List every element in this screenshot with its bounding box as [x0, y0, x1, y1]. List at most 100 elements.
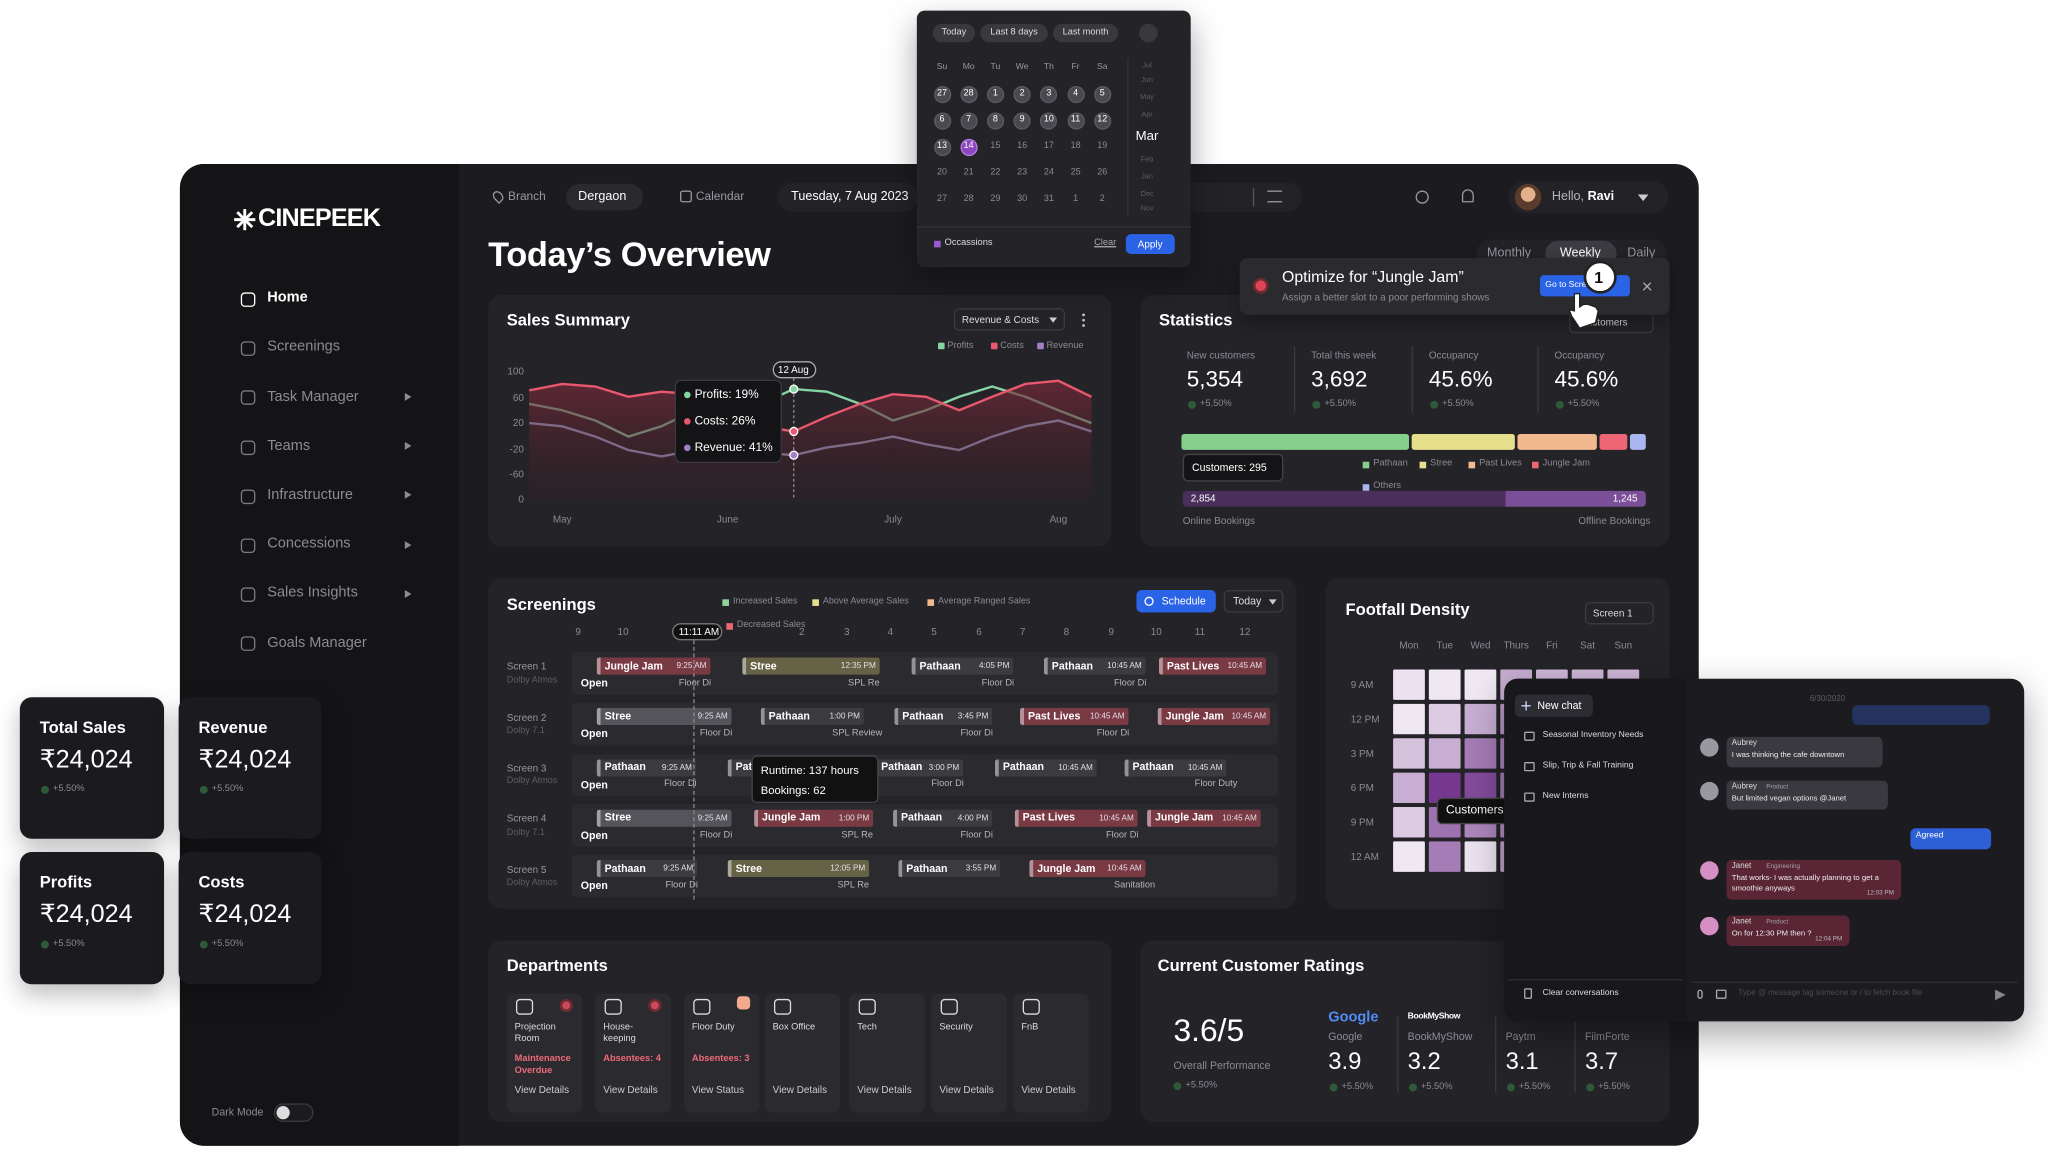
preset-label[interactable]: Last month [1062, 27, 1109, 37]
preset-pill[interactable] [932, 23, 976, 43]
day-bubble[interactable] [1040, 111, 1058, 129]
day[interactable]: 18 [1070, 141, 1081, 151]
show-block[interactable] [1157, 708, 1271, 726]
nav-item[interactable]: Teams [267, 437, 311, 454]
day[interactable]: 25 [1070, 167, 1081, 177]
show-block[interactable] [1043, 657, 1146, 675]
day[interactable]: 2 [1019, 88, 1025, 98]
show-block[interactable] [1020, 708, 1129, 726]
day[interactable]: 2 [1099, 194, 1105, 204]
day[interactable]: 4 [1073, 88, 1079, 98]
nav-item[interactable]: Sales Insights [267, 585, 358, 602]
month[interactable]: Dec [1140, 189, 1154, 198]
bell-icon[interactable] [1461, 189, 1474, 203]
show-block[interactable] [596, 758, 696, 777]
day-bubble[interactable] [933, 138, 951, 156]
clear-conversations[interactable]: Clear conversations [1542, 988, 1619, 998]
day-bubble[interactable] [1040, 85, 1058, 103]
nav-item[interactable]: Concessions [267, 536, 351, 552]
show-block[interactable] [994, 758, 1097, 777]
search-icon[interactable] [1415, 190, 1429, 204]
preset-label[interactable]: Today [941, 27, 967, 37]
nav-item[interactable]: Home [267, 289, 308, 306]
new-chat-button[interactable] [1514, 694, 1593, 718]
month[interactable]: Apr [1141, 110, 1153, 119]
day[interactable]: 5 [1099, 88, 1105, 98]
day[interactable]: 14 [963, 141, 974, 151]
show-block[interactable] [894, 708, 993, 726]
clear-link[interactable]: Clear [1094, 237, 1117, 247]
department-link[interactable]: View Details [514, 1083, 570, 1096]
notification-button-label[interactable]: Go to Screenings [1545, 280, 1612, 290]
show-block[interactable] [596, 657, 711, 675]
day[interactable]: 3 [1046, 88, 1052, 98]
month[interactable]: Nov [1140, 204, 1154, 213]
filter-pill[interactable] [953, 308, 1066, 331]
day[interactable]: 1 [992, 88, 998, 98]
show-block[interactable] [1147, 809, 1261, 827]
day-bubble[interactable] [933, 85, 951, 103]
day[interactable]: 28 [963, 194, 974, 204]
day[interactable]: 19 [1097, 141, 1108, 151]
nav-item[interactable]: Screenings [267, 339, 341, 356]
department-link[interactable]: View Details [603, 1083, 658, 1096]
filter-pill[interactable] [1584, 601, 1654, 625]
day-bubble[interactable] [986, 85, 1005, 103]
department-link[interactable]: View Details [1021, 1083, 1076, 1096]
show-block[interactable] [1124, 758, 1227, 777]
department-link[interactable]: View Details [772, 1083, 828, 1096]
day[interactable]: 10 [1043, 114, 1054, 125]
day[interactable]: 16 [1017, 141, 1028, 151]
month[interactable]: Jun [1141, 76, 1153, 85]
preset-pill[interactable] [1053, 23, 1118, 43]
day[interactable]: 7 [966, 114, 972, 125]
thread-title[interactable]: Slip, Trip & Fall Training [1542, 760, 1634, 770]
day[interactable]: 20 [936, 167, 947, 177]
day-bubble[interactable] [1093, 111, 1111, 129]
day-bubble[interactable] [960, 85, 978, 103]
department-link[interactable]: View Details [857, 1083, 912, 1096]
day[interactable]: 17 [1043, 141, 1054, 151]
day[interactable]: 22 [990, 167, 1001, 177]
picker-toggle[interactable] [1139, 23, 1158, 43]
day[interactable]: 31 [1043, 194, 1054, 204]
month[interactable]: Feb [1140, 155, 1154, 164]
range-pill[interactable] [1223, 590, 1284, 613]
day-bubble[interactable] [1066, 85, 1085, 103]
show-block[interactable] [760, 708, 864, 726]
day-bubble[interactable] [1066, 111, 1085, 129]
show-block[interactable] [893, 809, 993, 827]
show-block[interactable] [742, 657, 880, 675]
view-tab[interactable]: Monthly [1487, 246, 1532, 261]
show-block[interactable] [911, 657, 1014, 675]
day[interactable]: 26 [1097, 167, 1108, 177]
month[interactable]: Mar [1135, 129, 1159, 144]
day[interactable]: 11 [1070, 114, 1081, 125]
new-chat-label[interactable]: New chat [1537, 699, 1582, 712]
day-bubble[interactable] [1093, 85, 1111, 103]
month[interactable]: May [1140, 93, 1154, 102]
show-block[interactable] [1029, 860, 1146, 878]
apply-button[interactable] [1125, 234, 1175, 255]
day[interactable]: 21 [963, 167, 974, 177]
thread-title[interactable]: Seasonal Inventory Needs [1542, 730, 1644, 740]
send-icon[interactable] [1995, 989, 2006, 1001]
day[interactable]: 1 [1073, 194, 1079, 204]
chat-input[interactable] [1692, 981, 2018, 1009]
view-tab[interactable]: Daily [1627, 246, 1656, 261]
department-link[interactable]: View Details [939, 1083, 994, 1096]
view-tab[interactable]: Weekly [1559, 246, 1601, 261]
department-link[interactable]: View Status [691, 1083, 745, 1096]
day-bubble[interactable] [933, 111, 951, 129]
preset-pill[interactable] [980, 23, 1048, 43]
preset-label[interactable]: Last 8 days [990, 27, 1038, 37]
nav-item[interactable]: Infrastructure [267, 486, 353, 503]
day[interactable]: 8 [992, 114, 998, 125]
day[interactable]: 24 [1043, 167, 1054, 177]
day[interactable]: 15 [990, 141, 1001, 151]
day[interactable]: 27 [936, 88, 947, 98]
day-bubble[interactable] [1013, 85, 1031, 103]
day[interactable]: 6 [939, 114, 945, 125]
day[interactable]: 27 [936, 194, 947, 204]
month[interactable]: Jul [1142, 61, 1152, 70]
